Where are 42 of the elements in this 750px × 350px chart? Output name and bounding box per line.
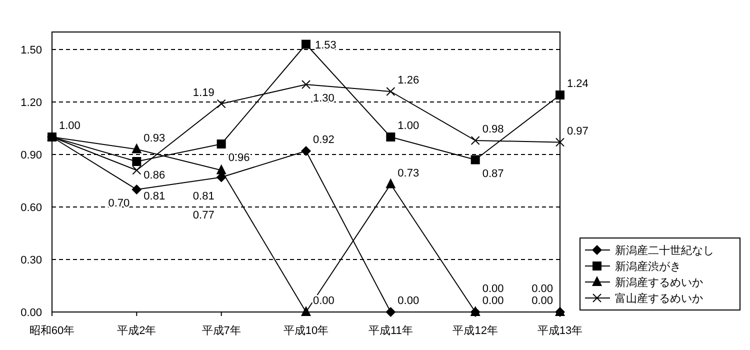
data-label: 1.30 [313, 92, 334, 104]
data-label: 0.93 [144, 132, 166, 144]
data-label: 1.24 [567, 78, 588, 90]
y-tick-label: 0.30 [20, 254, 42, 266]
legend-label: 新潟産二十世紀なし [615, 244, 714, 257]
data-label: 0.70 [108, 198, 130, 210]
data-label: 0.92 [313, 134, 334, 146]
data-label: 0.00 [532, 295, 553, 307]
x-tick-label: 平成11年 [368, 324, 413, 337]
data-label: 0.00 [532, 283, 553, 295]
y-tick-label: 1.50 [20, 44, 42, 56]
y-tick-label: 0.90 [20, 150, 42, 162]
legend-label: 新潟産するめいか [615, 276, 703, 289]
legend-label: 富山産するめいか [615, 292, 703, 305]
data-label: 0.00 [313, 295, 334, 307]
x-tick-label: 平成7年 [202, 324, 241, 337]
data-label: 1.00 [59, 120, 80, 132]
legend-label: 新潟産渋がき [615, 260, 681, 273]
data-label: 1.53 [315, 39, 336, 52]
data-label: 1.19 [192, 86, 214, 99]
data-label: 0.00 [482, 283, 504, 295]
x-tick-label: 平成13年 [537, 324, 583, 337]
data-label: 0.97 [567, 125, 588, 138]
data-label: 0.00 [482, 295, 504, 307]
y-tick-label: 0.60 [20, 202, 42, 214]
data-label: 0.81 [192, 190, 214, 202]
data-label: 0.73 [398, 167, 420, 180]
data-label: 0.98 [482, 124, 504, 136]
data-label: 0.00 [398, 295, 420, 307]
y-tick-label: 1.20 [20, 97, 42, 109]
data-label: 0.96 [228, 152, 250, 164]
x-tick-label: 平成2年 [117, 324, 156, 337]
data-label: 0.87 [482, 168, 504, 180]
x-tick-label: 平成12年 [452, 324, 498, 337]
data-label: 0.86 [144, 170, 166, 182]
x-tick-label: 昭和60年 [29, 324, 75, 337]
y-tick-label: 0.00 [20, 307, 42, 319]
data-label: 1.00 [398, 120, 420, 132]
data-label: 1.26 [398, 74, 420, 86]
x-tick-label: 平成10年 [283, 324, 329, 337]
data-label: 0.81 [144, 190, 166, 202]
data-label: 0.77 [192, 209, 214, 222]
